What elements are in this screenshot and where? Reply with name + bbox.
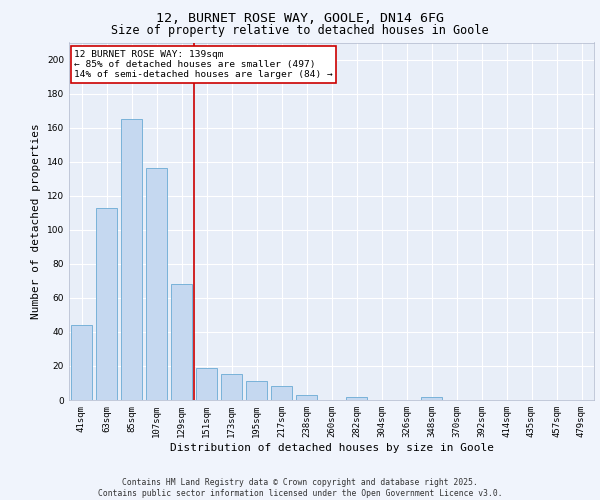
Bar [221,374,242,400]
Y-axis label: Number of detached properties: Number of detached properties [31,124,41,319]
Bar [96,208,117,400]
Text: 12 BURNET ROSE WAY: 139sqm
← 85% of detached houses are smaller (497)
14% of sem: 12 BURNET ROSE WAY: 139sqm ← 85% of deta… [74,50,333,80]
Bar [246,382,267,400]
Bar [171,284,192,400]
Text: 12, BURNET ROSE WAY, GOOLE, DN14 6FG: 12, BURNET ROSE WAY, GOOLE, DN14 6FG [156,12,444,26]
X-axis label: Distribution of detached houses by size in Goole: Distribution of detached houses by size … [170,442,493,452]
Bar [346,396,367,400]
Bar [271,386,292,400]
Bar [71,325,92,400]
Bar [296,395,317,400]
Text: Size of property relative to detached houses in Goole: Size of property relative to detached ho… [111,24,489,37]
Bar [121,119,142,400]
Bar [421,396,442,400]
Text: Contains HM Land Registry data © Crown copyright and database right 2025.
Contai: Contains HM Land Registry data © Crown c… [98,478,502,498]
Bar [146,168,167,400]
Bar [196,368,217,400]
